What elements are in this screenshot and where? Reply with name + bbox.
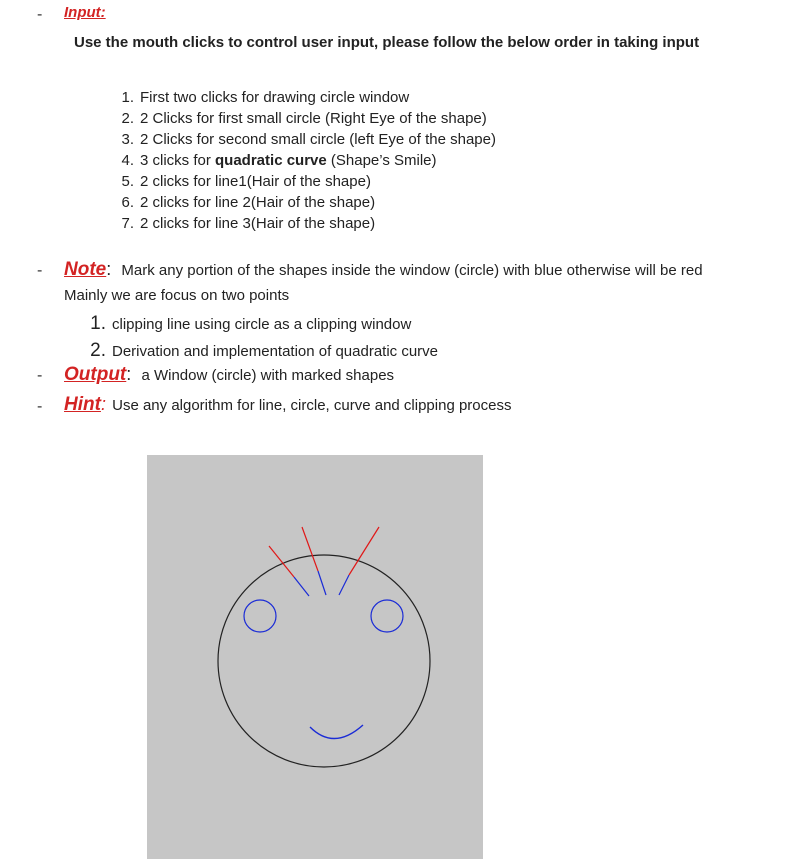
bullet-dash: - xyxy=(37,262,43,279)
list-item: 5. 2 clicks for line1(Hair of the shape) xyxy=(104,173,371,190)
list-number: 2. xyxy=(121,110,134,127)
list-item: 1. clipping line using circle as a clippi… xyxy=(78,313,411,335)
hair-line-2-outside xyxy=(301,526,319,572)
list-item: 3. 2 Clicks for second small circle (left… xyxy=(104,131,496,148)
output-figure xyxy=(147,455,483,859)
hair-line-1-inside xyxy=(293,576,310,597)
list-text: clipping line using circle as a clipping… xyxy=(112,316,412,333)
output-line: Output: a Window (circle) with marked sh… xyxy=(64,364,394,386)
bullet-dash: - xyxy=(37,6,43,23)
list-item: 2. Derivation and implementation of quadr… xyxy=(78,340,438,362)
left-eye-circle xyxy=(370,599,404,633)
hair-line-3-inside xyxy=(338,574,350,596)
list-item: 4. 3 clicks for quadratic curve (Shape’s … xyxy=(104,152,437,169)
list-item: 1. First two clicks for drawing circle wi… xyxy=(104,89,409,106)
list-number: 1. xyxy=(121,89,134,106)
hair-line-3-outside xyxy=(348,526,380,576)
output-heading: Output xyxy=(64,364,127,385)
list-text: 2 clicks for line1(Hair of the shape) xyxy=(140,173,371,190)
note-line: Note: Mark any portion of the shapes ins… xyxy=(64,259,703,281)
input-heading: Input: xyxy=(64,4,106,21)
hint-text: Use any algorithm for line, circle, curv… xyxy=(112,397,512,414)
face-drawing xyxy=(217,526,431,768)
note-sub: Mainly we are focus on two points xyxy=(64,287,290,304)
note-heading: Note xyxy=(64,259,107,280)
right-eye-circle xyxy=(243,599,277,633)
hint-heading: Hint xyxy=(64,394,101,415)
note-text: Mark any portion of the shapes inside th… xyxy=(121,262,703,279)
list-text: 2 Clicks for second small circle (left E… xyxy=(140,131,496,148)
list-number: 5. xyxy=(121,173,134,190)
list-number: 3. xyxy=(121,131,134,148)
output-text: a Window (circle) with marked shapes xyxy=(141,367,395,384)
list-number: 4. xyxy=(121,152,134,169)
list-text: 2 clicks for line 2(Hair of the shape) xyxy=(140,194,376,211)
window-circle xyxy=(217,554,431,768)
list-text-bold: quadratic curve xyxy=(215,152,327,169)
list-number: 1. xyxy=(90,313,106,334)
list-text-pre: 3 clicks for xyxy=(140,152,216,169)
list-text-post: (Shape’s Smile) xyxy=(326,152,437,169)
hair-line-1-outside xyxy=(268,545,295,578)
bullet-dash: - xyxy=(37,398,43,415)
input-instruction: Use the mouth clicks to control user inp… xyxy=(74,34,700,51)
list-number: 2. xyxy=(90,340,106,361)
hint-line: Hint: Use any algorithm for line, circle… xyxy=(64,394,511,416)
list-number: 7. xyxy=(121,215,134,232)
output-colon: : xyxy=(126,364,132,384)
list-text: 2 clicks for line 3(Hair of the shape) xyxy=(140,215,376,232)
smile-curve xyxy=(309,724,364,740)
list-item: 2. 2 Clicks for first small circle (Right… xyxy=(104,110,487,127)
list-item: 6. 2 clicks for line 2(Hair of the shape) xyxy=(104,194,375,211)
list-text: Derivation and implementation of quadrat… xyxy=(112,343,439,360)
list-text: 2 Clicks for first small circle (Right E… xyxy=(140,110,487,127)
note-colon: : xyxy=(106,259,112,279)
hair-line-2-inside xyxy=(317,570,327,596)
list-item: 7. 2 clicks for line 3(Hair of the shape) xyxy=(104,215,375,232)
list-text: First two clicks for drawing circle wind… xyxy=(140,89,410,106)
list-number: 6. xyxy=(121,194,134,211)
bullet-dash: - xyxy=(37,367,43,384)
hint-colon: : xyxy=(100,394,106,414)
